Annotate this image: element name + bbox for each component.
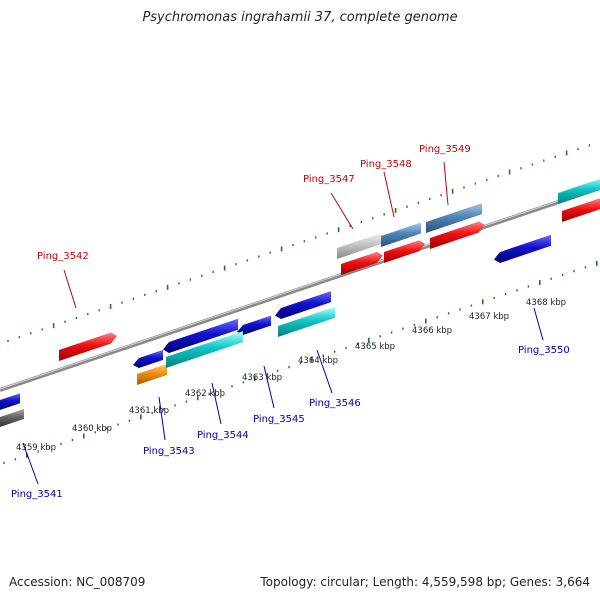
kbp-label: 4364 kbp (298, 356, 338, 366)
tick-row-lower (3, 260, 598, 465)
genome-backbone-highlight (0, 186, 600, 390)
gene-block-blue-3[interactable] (237, 315, 271, 335)
leader-line (383, 171, 395, 218)
leader-line (533, 307, 544, 341)
tick-row-upper (7, 144, 591, 343)
gene-label-ping-3541[interactable]: Ping_3541 (11, 489, 63, 500)
gene-features (0, 177, 600, 427)
genome-backbone (0, 186, 600, 392)
kbp-label: 4361 kbp (129, 406, 169, 416)
gene-block-red-edge[interactable] (562, 198, 600, 222)
genome-summary-text: Topology: circular; Length: 4,559,598 bp… (260, 575, 590, 589)
gene-label-ping-3544[interactable]: Ping_3544 (197, 430, 249, 441)
kbp-label: 4360 kbp (72, 424, 112, 434)
gene-block-ping-3547[interactable] (337, 232, 382, 259)
leader-line (211, 382, 222, 425)
accession-text: Accession: NC_008709 (9, 575, 146, 589)
leader-line (316, 349, 333, 394)
kbp-label: 4365 kbp (355, 342, 395, 352)
leader-line (63, 269, 77, 309)
gene-block-ping-3548[interactable] (381, 222, 421, 248)
leader-line (22, 442, 39, 485)
gene-label-ping-3542[interactable]: Ping_3542 (37, 251, 89, 262)
gene-block-ping-3550[interactable] (494, 234, 551, 263)
gene-block-ping-3543[interactable] (137, 363, 167, 385)
kbp-labels: 4359 kbp 4360 kbp 4361 kbp 4362 kbp 4363… (16, 298, 566, 453)
gene-block-ping-3541-a[interactable] (0, 393, 20, 410)
gene-block-ping-3544[interactable] (166, 331, 243, 368)
gene-label-ping-3548[interactable]: Ping_3548 (360, 159, 412, 170)
map-title: Psychromonas ingrahamii 37, complete gen… (142, 10, 458, 25)
gene-label-ping-3545[interactable]: Ping_3545 (253, 414, 305, 425)
gene-block-cyan-edge[interactable] (558, 177, 600, 204)
gene-label-ping-3547[interactable]: Ping_3547 (303, 174, 355, 185)
gene-block-red-3[interactable] (430, 221, 485, 250)
gene-block-blue-2[interactable] (163, 318, 238, 353)
leader-line (443, 161, 449, 206)
kbp-label: 4367 kbp (469, 312, 509, 322)
leader-line (263, 365, 275, 409)
kbp-label: 4359 kbp (16, 443, 56, 453)
gene-label-ping-3543[interactable]: Ping_3543 (143, 446, 195, 457)
kbp-label: 4363 kbp (242, 373, 282, 383)
gene-label-ping-3550[interactable]: Ping_3550 (518, 345, 570, 356)
gene-label-ping-3549[interactable]: Ping_3549 (419, 144, 471, 155)
gene-labels: Ping_3541 Ping_3542 Ping_3543 Ping_3544 … (11, 144, 570, 500)
kbp-label: 4362 kbp (185, 389, 225, 399)
gene-block-red-1[interactable] (341, 251, 383, 275)
gene-block-ping-3541-b[interactable] (0, 408, 24, 427)
gene-block-ping-3546[interactable] (278, 306, 335, 337)
leader-line (330, 192, 354, 230)
gene-block-blue-1[interactable] (133, 349, 163, 368)
gene-block-ping-3542[interactable] (59, 332, 117, 362)
gene-block-red-2[interactable] (384, 240, 425, 263)
gene-label-ping-3546[interactable]: Ping_3546 (309, 398, 361, 409)
kbp-label: 4366 kbp (412, 326, 452, 336)
leader-line (158, 396, 166, 441)
leader-lines (22, 161, 544, 485)
kbp-label: 4368 kbp (526, 298, 566, 308)
gene-block-ping-3549[interactable] (426, 203, 482, 233)
gene-block-blue-4[interactable] (275, 291, 331, 319)
